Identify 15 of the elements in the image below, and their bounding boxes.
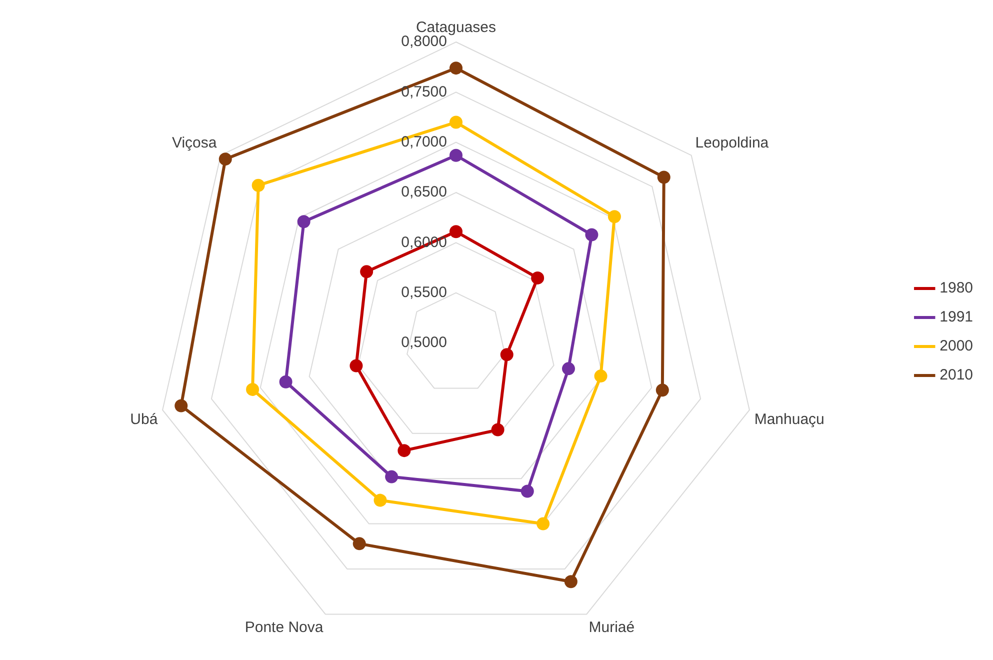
legend-label: 2000 [940,338,974,355]
y-tick-label: 0,7500 [401,83,447,100]
y-tick-label: 0,5500 [401,284,447,301]
legend-label: 2010 [940,366,974,384]
y-tick-label: 0,5000 [401,334,447,352]
y-tick-label: 0,6500 [401,184,447,201]
y-tick-label: 0,7000 [401,133,447,150]
legend-label: 1991 [940,308,974,326]
spoke-label: Viçosa [172,134,218,152]
spoke-label: Leopoldina [695,134,770,152]
legend-label: 1980 [940,280,974,297]
spoke-label: Muriaé [588,618,635,636]
spoke-label: Ponte Nova [244,618,324,636]
spoke-label: Manhuaçu [754,411,824,428]
spoke-label: Ubá [130,411,158,428]
